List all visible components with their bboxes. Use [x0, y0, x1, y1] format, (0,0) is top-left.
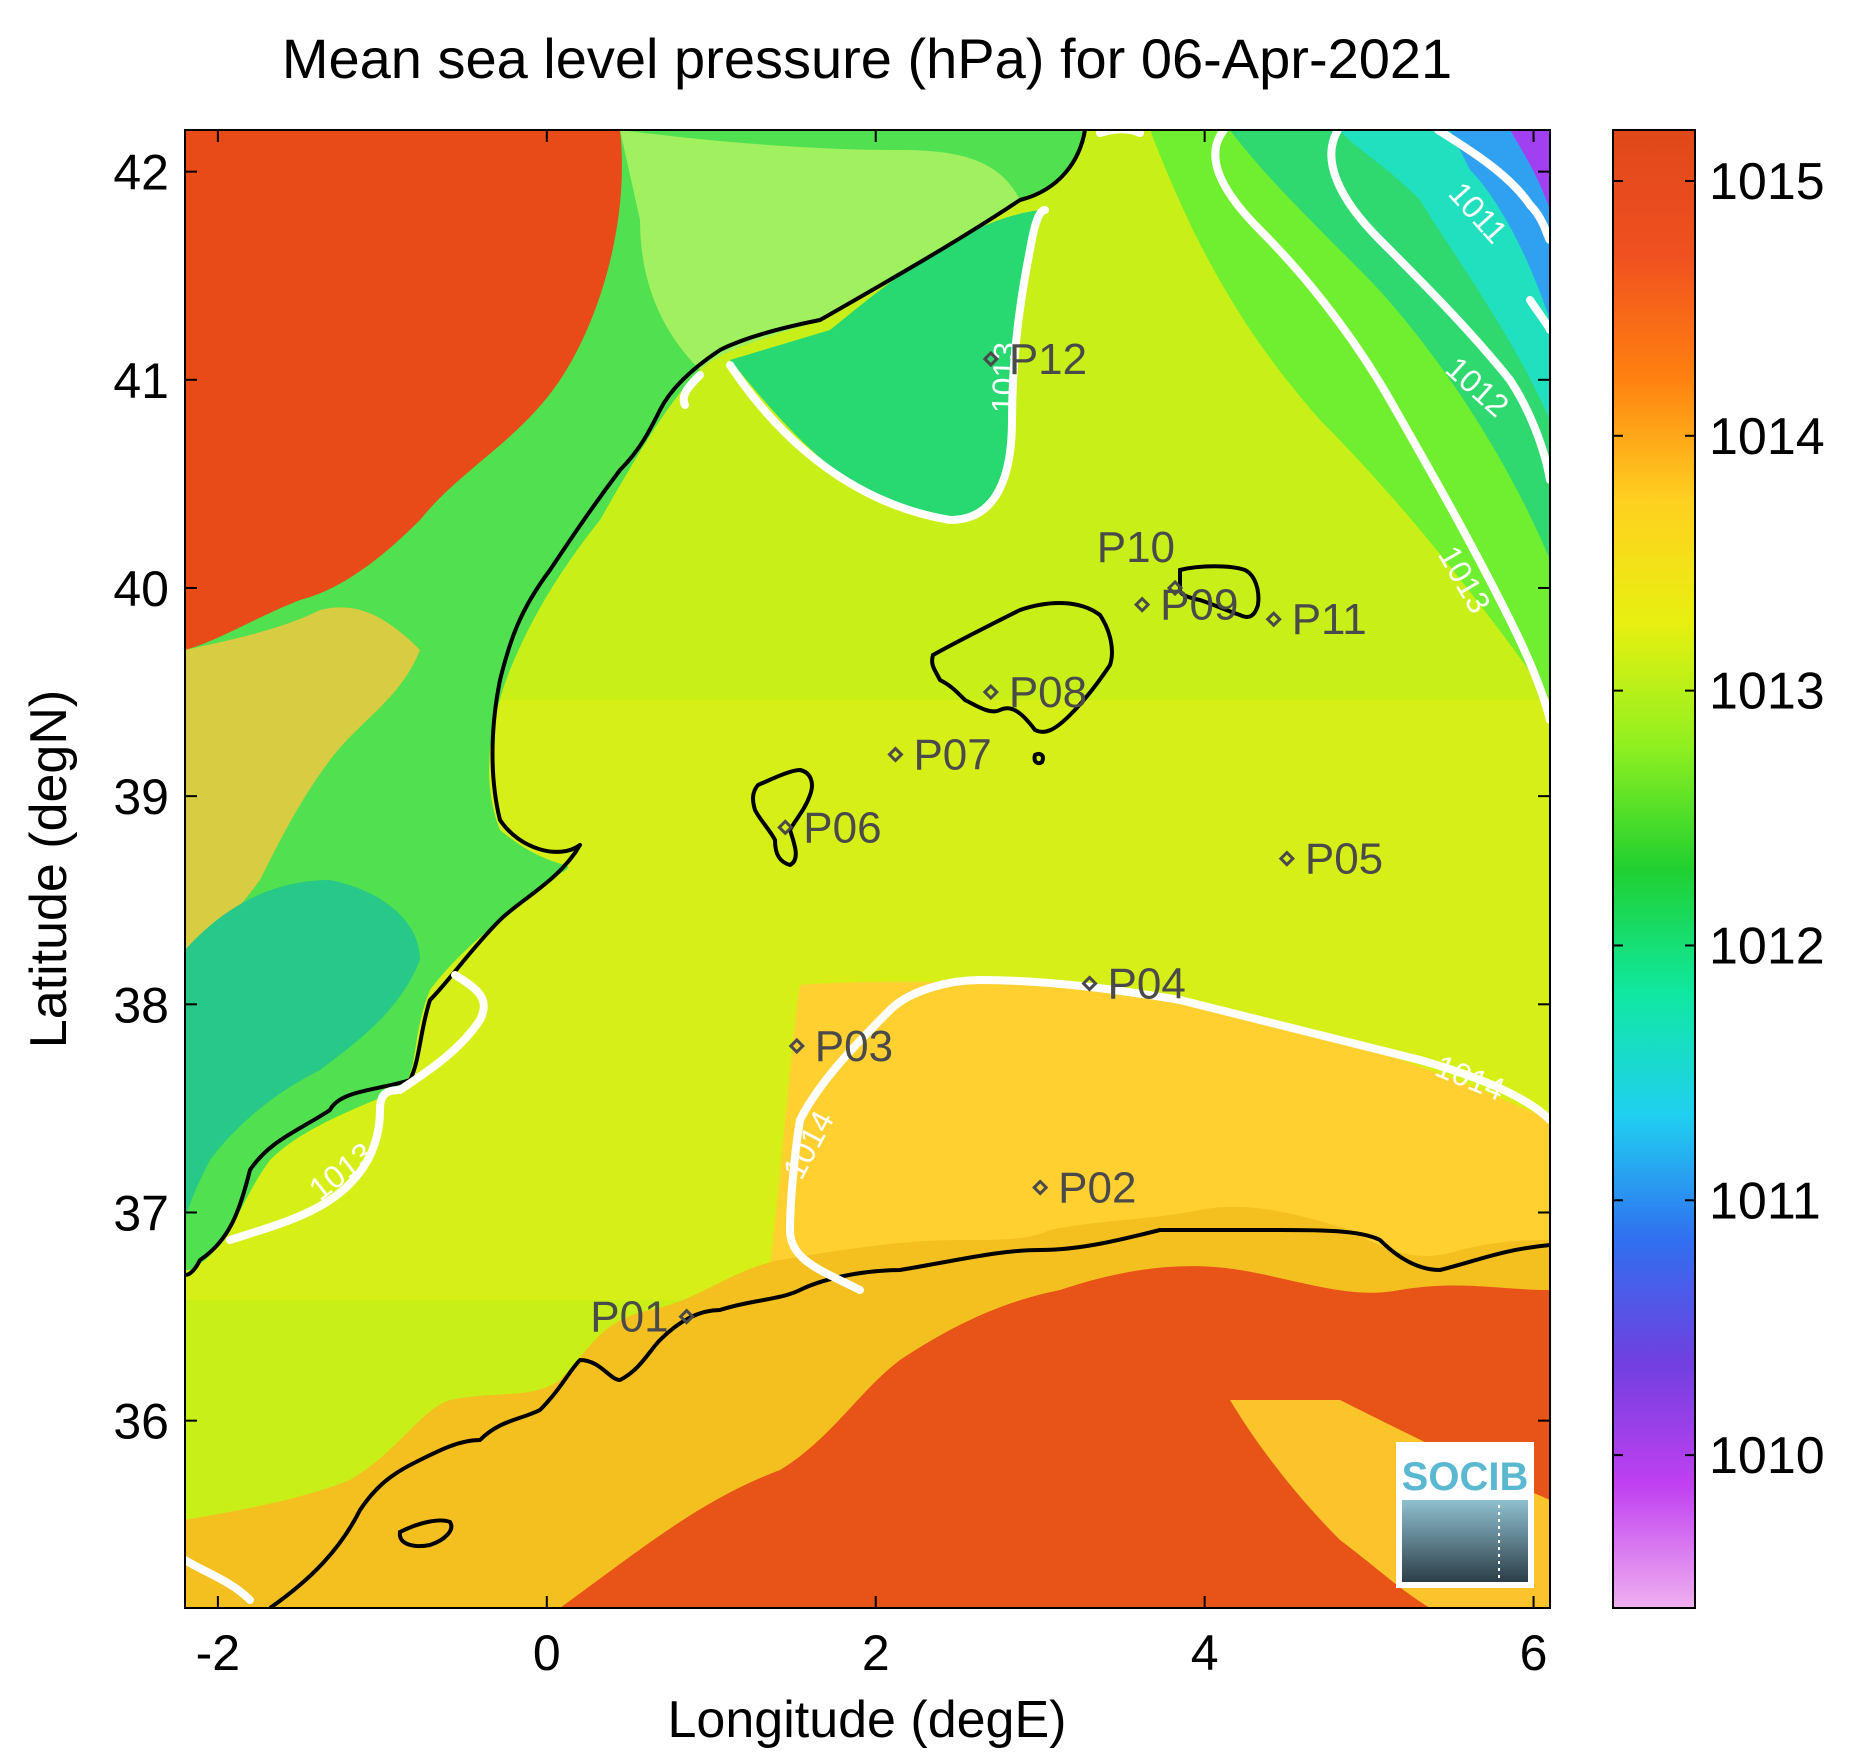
x-axis-ticks: -2 0 2 4 6: [196, 130, 1548, 1681]
station-label-p01: P01: [590, 1293, 668, 1342]
islands: [397, 564, 1261, 1549]
y-tick-label: 39: [113, 769, 169, 825]
isobar-1013-north: [726, 206, 1049, 524]
cabrera-island: [1032, 751, 1045, 766]
colorbar-tick-label: 1010: [1709, 1427, 1825, 1485]
station-label-p06: P06: [803, 803, 881, 852]
isobar-1014: [786, 976, 1550, 1294]
y-tick-label: 37: [113, 1185, 169, 1241]
station-marker-p09: [1134, 596, 1151, 613]
y-tick-label: 38: [113, 977, 169, 1033]
station-marker-p05: [1278, 850, 1295, 867]
station-marker-p07: [887, 746, 904, 763]
coastlines: [185, 130, 1550, 1608]
map-frame: [184, 129, 1551, 1609]
africa-coastline: [268, 1227, 1550, 1608]
colorbar-tick-label: 1011: [1709, 1172, 1821, 1230]
y-tick-label: 40: [113, 561, 169, 617]
x-axis-label: Longitude (degE): [668, 1691, 1067, 1749]
station-label-p09: P09: [1160, 581, 1238, 630]
station-marker-p06: [777, 819, 794, 836]
station-label-p11: P11: [1292, 595, 1367, 644]
gradient-ne-5: [1510, 130, 1550, 210]
gradient-ne-4: [1450, 130, 1550, 320]
iberia-plateau: [185, 607, 420, 950]
x-tick-label: 4: [1191, 1625, 1219, 1681]
isobar-1013-sw: [226, 971, 488, 1244]
isobars: [185, 130, 1550, 1604]
figure-title: Mean sea level pressure (hPa) for 06-Apr…: [282, 27, 1452, 90]
colorbar: [1612, 129, 1696, 1609]
colorbar-tick-label: 1015: [1709, 153, 1825, 211]
station-label-p02: P02: [1058, 1163, 1136, 1212]
colorbar-ticks: 1010 1011 1012 1013 1014 1015: [1613, 153, 1825, 1485]
socib-logo: SOCIB: [1396, 1442, 1534, 1588]
x-tick-label: 6: [1520, 1625, 1548, 1681]
station-label-p10: P10: [1097, 523, 1175, 572]
station-label-p04: P04: [1108, 959, 1186, 1008]
x-tick-label: 2: [862, 1625, 890, 1681]
logo-text: SOCIB: [1402, 1455, 1529, 1499]
iberia-valley: [185, 880, 420, 1220]
station-label-p05: P05: [1305, 835, 1383, 884]
station-marker-p11: [1265, 611, 1282, 628]
isobar-sw-corner: [185, 1556, 254, 1604]
ibiza-island: [751, 767, 814, 868]
station-marker-p12: [982, 350, 999, 368]
pressure-field: [185, 130, 1550, 1608]
isobar-n-coast: [679, 371, 704, 409]
station-label-p12: P12: [1009, 335, 1087, 384]
iberia-highlands: [185, 130, 622, 650]
station-label-p03: P03: [815, 1022, 893, 1071]
catalonia-land: [620, 130, 1020, 370]
isobar-1013-ne: [1211, 130, 1550, 724]
station-label-p07: P07: [913, 731, 991, 780]
station-marker-p08: [982, 683, 999, 701]
isobar-top: [1096, 130, 1144, 137]
spain-coastline: [185, 130, 1087, 1277]
station-marker-p02: [1032, 1179, 1049, 1196]
y-axis-label: Latitude (degN): [20, 690, 78, 1048]
y-tick-label: 36: [113, 1394, 169, 1450]
colorbar-tick-label: 1012: [1709, 917, 1825, 975]
menorca-island: [1178, 564, 1261, 619]
africa-highlands: [560, 1266, 1550, 1608]
station-marker-p10: [1166, 579, 1184, 597]
x-tick-label: -2: [196, 1625, 240, 1681]
isobar-1012: [1327, 130, 1550, 484]
colorbar-tick-label: 1013: [1709, 663, 1825, 721]
y-axis-ticks: 36 37 38 39 40 41 42: [113, 145, 1550, 1450]
x-tick-label: 0: [533, 1625, 561, 1681]
station-marker-p03: [788, 1037, 805, 1055]
station-label-p08: P08: [1009, 668, 1087, 717]
station-marker-p04: [1081, 975, 1098, 992]
alboran-island: [397, 1518, 454, 1549]
colorbar-tick-label: 1014: [1709, 408, 1825, 466]
y-tick-label: 41: [113, 353, 169, 409]
mallorca-island: [930, 601, 1114, 734]
y-tick-label: 42: [113, 145, 169, 201]
station-markers: P01 P02 P03 P04 P05 P06 P07 P08 P09 P10 P11 P12: [590, 335, 1383, 1342]
low-pressure-north: [730, 210, 1040, 520]
station-marker-p01: [678, 1308, 695, 1325]
logo-gradient: [1402, 1500, 1528, 1582]
